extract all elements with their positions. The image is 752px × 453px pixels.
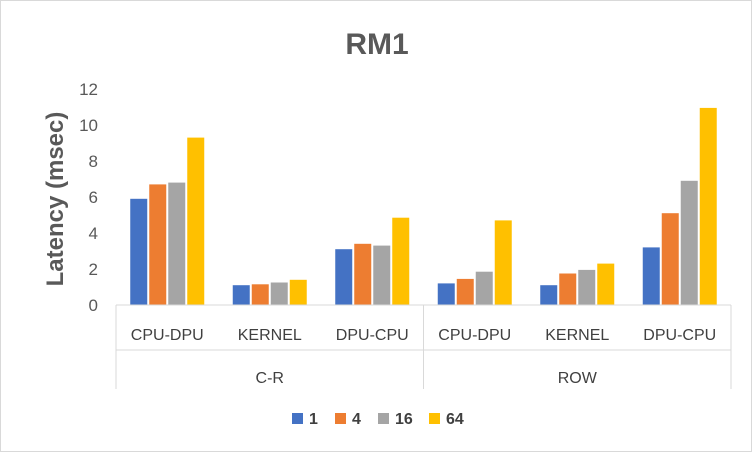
legend-swatch-64 (429, 413, 440, 424)
y-tick-label: 4 (89, 224, 98, 243)
bar-series-1-cat-2 (335, 249, 353, 305)
group-label: C-R (256, 370, 284, 387)
bars (130, 107, 717, 306)
bar-series-4-cat-3 (456, 278, 474, 305)
bar-series-64-cat-4 (597, 263, 615, 305)
legend: 1 4 16 64 (292, 411, 464, 428)
bar-series-16-cat-4 (578, 269, 596, 305)
bar-series-4-cat-0 (149, 184, 167, 305)
bar-series-1-cat-3 (437, 283, 455, 305)
bar-series-16-cat-5 (680, 180, 698, 305)
axes (115, 304, 732, 389)
y-axis-label: Latency (msec) (42, 112, 69, 287)
bar-series-1-cat-5 (642, 247, 660, 305)
legend-label: 1 (309, 411, 318, 428)
bar-series-64-cat-3 (494, 220, 512, 305)
category-label: DPU-CPU (643, 327, 716, 344)
bar-series-64-cat-2 (392, 217, 410, 305)
bar-series-4-cat-5 (661, 213, 679, 305)
legend-swatch-4 (335, 413, 346, 424)
category-label: KERNEL (238, 327, 302, 344)
legend-label: 16 (395, 411, 413, 428)
bar-series-64-cat-5 (699, 107, 717, 306)
legend-swatch-1 (292, 413, 303, 424)
bar-series-16-cat-2 (373, 245, 391, 305)
y-tick-label: 10 (79, 116, 98, 135)
y-axis-ticks: 0 2 4 6 8 10 12 (79, 80, 98, 315)
group-label: ROW (558, 370, 598, 387)
bar-series-1-cat-1 (232, 285, 250, 305)
bar-series-4-cat-4 (559, 273, 577, 305)
category-label: CPU-DPU (438, 327, 511, 344)
bar-series-16-cat-1 (270, 282, 288, 305)
category-label: CPU-DPU (131, 327, 204, 344)
legend-swatch-16 (378, 413, 389, 424)
category-label: DPU-CPU (336, 327, 409, 344)
y-tick-label: 6 (89, 188, 98, 207)
bar-series-16-cat-3 (475, 271, 493, 305)
legend-label: 4 (352, 411, 361, 428)
bar-series-16-cat-0 (168, 182, 186, 305)
bar-series-64-cat-0 (187, 137, 205, 305)
bar-series-1-cat-0 (130, 198, 148, 305)
chart-title: RM1 (345, 28, 408, 61)
bar-series-4-cat-2 (354, 243, 372, 305)
category-label: KERNEL (545, 327, 609, 344)
bar-series-64-cat-1 (289, 279, 307, 305)
y-tick-label: 0 (89, 296, 98, 315)
y-tick-label: 12 (79, 80, 98, 99)
y-tick-label: 2 (89, 260, 98, 279)
category-labels: CPU-DPU KERNEL DPU-CPU CPU-DPU KERNEL DPU-CPU… (131, 327, 716, 387)
bar-series-4-cat-1 (251, 284, 269, 305)
bar-series-1-cat-4 (540, 285, 558, 305)
y-tick-label: 8 (89, 152, 98, 171)
legend-label: 64 (446, 411, 464, 428)
